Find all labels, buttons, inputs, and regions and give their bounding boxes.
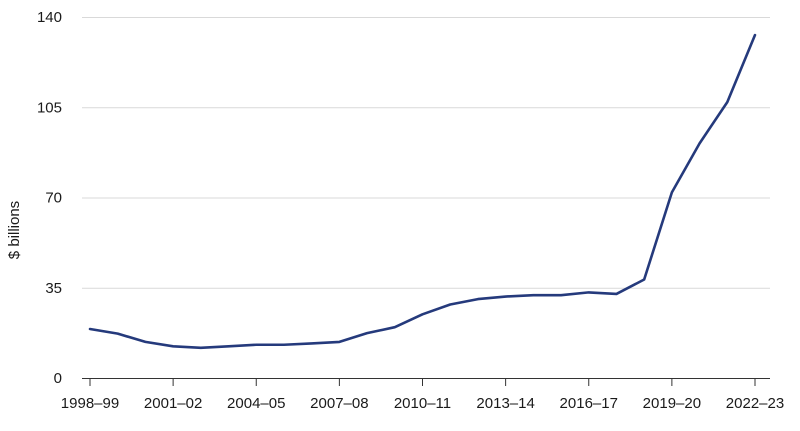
x-tick-label: 2013–14 [476,395,534,412]
x-tick-label: 2019–20 [643,395,701,412]
y-tick-label: 140 [37,9,62,26]
x-tick-label: 2016–17 [560,395,618,412]
y-tick-label: 0 [54,370,62,387]
y-axis-title: $ billions [6,201,23,259]
series-line [88,33,757,350]
x-tick-label: 2004–05 [227,395,285,412]
x-tick-label: 1998–99 [61,395,119,412]
x-tick-label: 2010–11 [394,395,451,412]
y-tick-label: 35 [45,280,62,297]
y-tick-label: 105 [37,99,62,116]
x-tick-label: 2022–23 [726,395,784,412]
series-layer [88,33,757,350]
y-tick-label: 70 [45,190,62,207]
x-tick-label: 2007–08 [310,395,368,412]
y-axis-ticks: 0 35 70 105 140 [37,9,62,387]
x-tick-label: 2001–02 [144,395,202,412]
x-axis-ticks: 1998–99 2001–02 2004–05 2007–08 2010–11 2013–… [61,378,784,412]
gridlines [82,17,770,289]
